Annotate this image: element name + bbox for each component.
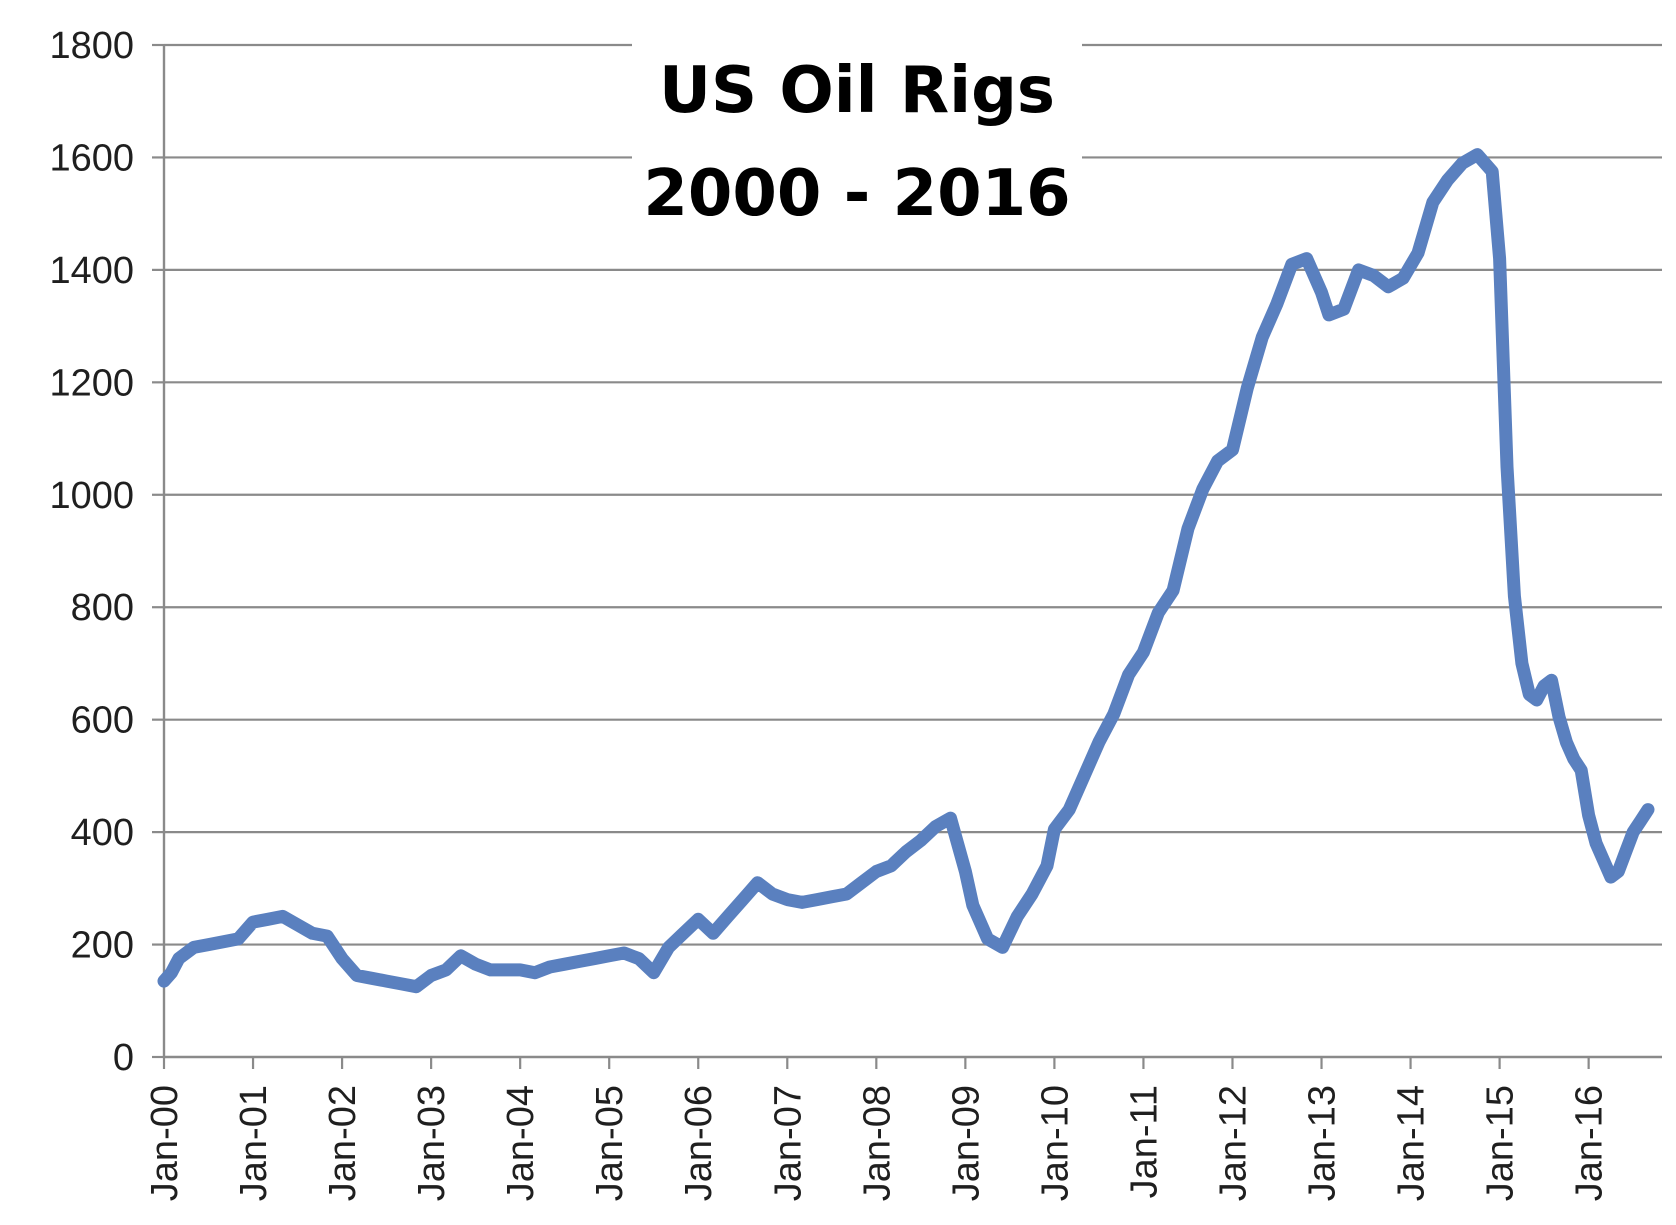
x-tick-label-Jan-10: Jan-10 — [1034, 1085, 1076, 1201]
y-tick-label-1200: 1200 — [49, 362, 134, 404]
x-tick-label-Jan-11: Jan-11 — [1123, 1085, 1165, 1198]
x-tick-label-Jan-04: Jan-04 — [500, 1085, 542, 1201]
x-tick-label-Jan-08: Jan-08 — [856, 1085, 898, 1201]
x-tick-label-Jan-01: Jan-01 — [233, 1085, 275, 1201]
x-tick-label-Jan-07: Jan-07 — [767, 1085, 809, 1201]
x-tick-label-Jan-06: Jan-06 — [678, 1085, 720, 1201]
chart-title-group: US Oil Rigs 2000 - 2016 — [632, 30, 1082, 235]
y-tick-label-0: 0 — [113, 1037, 134, 1079]
axes — [152, 43, 1662, 1069]
x-axis-tick-labels: Jan-00 Jan-01 Jan-02 Jan-03 Jan-04 Jan-05 Jan-… — [144, 1085, 1611, 1201]
y-tick-label-200: 200 — [71, 925, 134, 967]
x-tick-label-Jan-16: Jan-16 — [1569, 1085, 1611, 1201]
y-tick-label-1600: 1600 — [49, 137, 134, 179]
x-tick-label-Jan-03: Jan-03 — [411, 1085, 453, 1201]
y-tick-label-1800: 1800 — [49, 25, 134, 67]
x-tick-label-Jan-05: Jan-05 — [589, 1085, 631, 1201]
chart-title-background — [632, 30, 1082, 235]
y-tick-label-1400: 1400 — [49, 250, 134, 292]
chart-title-line-1: US Oil Rigs — [659, 54, 1055, 128]
x-tick-label-Jan-15: Jan-15 — [1480, 1085, 1522, 1201]
y-tick-label-600: 600 — [71, 700, 134, 742]
x-tick-label-Jan-12: Jan-12 — [1212, 1085, 1254, 1201]
y-axis-tick-labels: 0 200 400 600 800 1000 1200 1400 1600 1800 — [49, 25, 134, 1079]
series-layer — [157, 148, 1655, 994]
y-tick-label-800: 800 — [71, 587, 134, 629]
x-tick-label-Jan-02: Jan-02 — [322, 1085, 364, 1201]
series-line-0 — [157, 148, 1655, 994]
y-tick-label-1000: 1000 — [49, 475, 134, 517]
chart-title-line-2: 2000 - 2016 — [643, 157, 1070, 231]
x-tick-label-Jan-09: Jan-09 — [945, 1085, 987, 1201]
x-tick-label-Jan-13: Jan-13 — [1302, 1085, 1344, 1201]
y-tick-label-400: 400 — [71, 812, 134, 854]
x-tick-label-Jan-14: Jan-14 — [1391, 1085, 1433, 1201]
x-tick-label-Jan-00: Jan-00 — [144, 1085, 186, 1201]
